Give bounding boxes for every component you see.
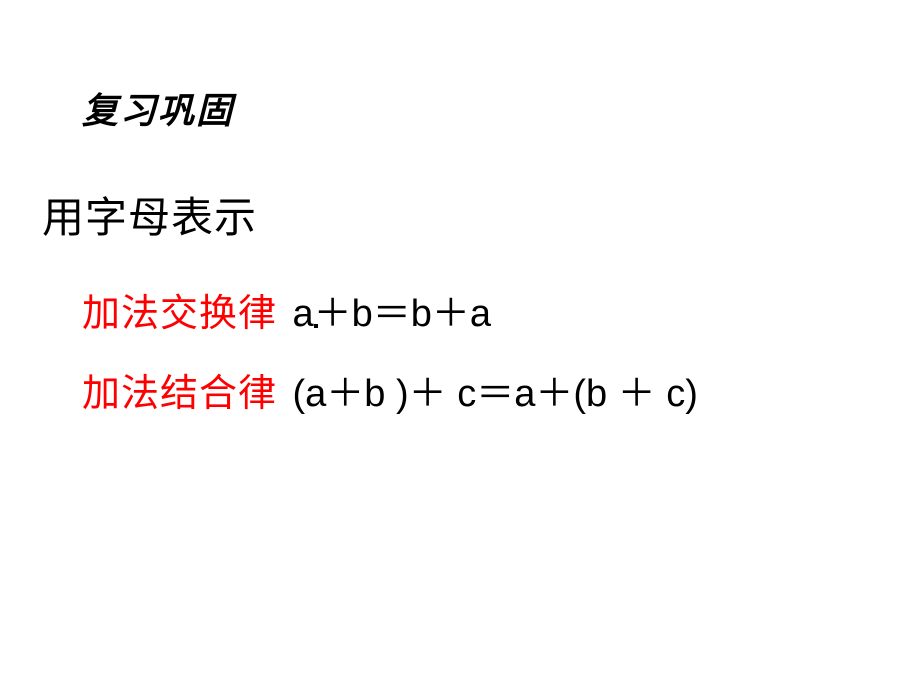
rule1-formula: a＋b＝b＋a (293, 293, 492, 335)
slide-header: 复习巩固 (82, 82, 234, 134)
rule1-label: 加法交换律 (82, 293, 277, 335)
rule-commutative: 加法交换律 a＋b＝b＋a (82, 282, 491, 337)
section-title: 用字母表示 (42, 184, 257, 245)
rule-associative: 加法结合律 (a＋b )＋ c＝a＋(b ＋ c) (82, 362, 698, 417)
rule2-label: 加法结合律 (82, 373, 277, 415)
rule2-formula: (a＋b )＋ c＝a＋(b ＋ c) (293, 373, 698, 415)
decorative-dot (314, 324, 318, 328)
